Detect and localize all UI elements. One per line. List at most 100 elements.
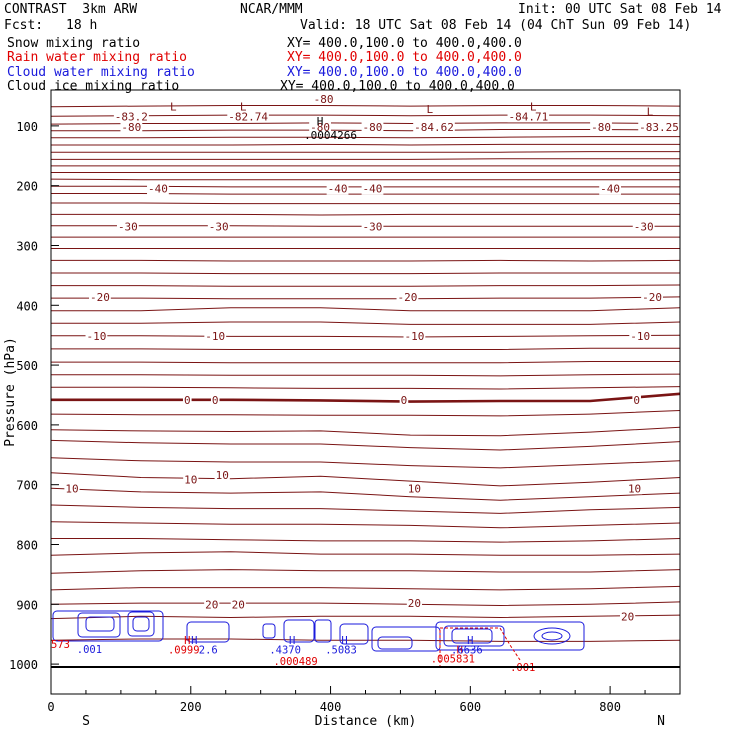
- cloud-label: 573: [51, 639, 70, 651]
- contour-label-bg: [638, 121, 680, 134]
- contour-label-bg: [361, 220, 384, 233]
- temperature-contour: [51, 538, 681, 543]
- cloud-label: .001: [77, 644, 102, 656]
- contour-label: -20: [642, 291, 662, 304]
- contour-label: -30: [209, 220, 229, 233]
- temperature-contour: [51, 213, 680, 216]
- contour-label-bg: [64, 482, 80, 495]
- header-fcst-label: Fcst:: [4, 18, 44, 33]
- temperature-contour: [50, 585, 681, 591]
- contour-label: -40: [363, 183, 383, 196]
- contour-label-bg: [403, 329, 426, 342]
- cloud-label: .0999: [168, 645, 200, 657]
- cloud-region-5: [371, 626, 441, 652]
- contour-label: -84.62: [414, 121, 454, 134]
- contour-label-bg: [641, 290, 663, 303]
- header-valid: Valid: 18 UTC Sat 08 Feb 14 (04 ChT Sun …: [300, 18, 692, 33]
- contour-label: 0: [184, 394, 191, 407]
- y-tick-label: 300: [16, 239, 38, 253]
- field-snow-xy: XY= 400.0,100.0 to 400.0,400.0: [287, 36, 522, 51]
- contour-label: 0: [401, 394, 408, 407]
- contour-label: 20: [205, 598, 218, 611]
- field-snow-name: Snow mixing ratio: [7, 36, 141, 51]
- extremum-label: L: [530, 101, 537, 114]
- temperature-contour: [50, 614, 681, 620]
- x-tick-label: 200: [180, 700, 202, 714]
- cloud-region-6-core: [451, 628, 493, 644]
- contour-label: -10: [86, 330, 106, 343]
- temperature-contour: [50, 457, 681, 469]
- contour-label: 10: [184, 473, 197, 486]
- cloud-label: .005831: [431, 654, 475, 666]
- cloud-label: H: [341, 635, 347, 647]
- hydrometeor-contours: [52, 610, 585, 668]
- extremum-label: L: [240, 101, 247, 114]
- contour-label-bg: [632, 220, 655, 233]
- temperature-contour: [50, 439, 681, 451]
- temperature-contour: [50, 178, 680, 181]
- contour-label-bg: [120, 121, 143, 134]
- extremum-label: L: [426, 103, 433, 116]
- header-org: NCAR/MMM: [240, 2, 303, 17]
- extremum-label: L: [647, 106, 654, 119]
- contour-label-bg: [214, 469, 230, 482]
- temperature-contour: [50, 114, 681, 117]
- temperature-contour: [51, 373, 681, 377]
- contour-label-bg: [227, 110, 269, 123]
- field-cloudwater-xy: XY= 400.0,100.0 to 400.0,400.0: [287, 65, 522, 80]
- contour-label: 10: [408, 482, 421, 495]
- field-rain-xy: XY= 400.0,100.0 to 400.0,400.0: [287, 50, 522, 65]
- contour-label-bg: [396, 290, 419, 303]
- temperature-contour: [51, 202, 680, 205]
- temperature-contour: [50, 410, 681, 417]
- cloud-region-7-inner: [541, 631, 563, 641]
- contour-label: -30: [363, 220, 383, 233]
- contour-label-bg: [326, 182, 349, 195]
- temperature-contour: [50, 426, 681, 437]
- contour-label-bg: [626, 482, 643, 495]
- temperature-contour: [50, 105, 681, 108]
- contour-label: 20: [621, 610, 634, 623]
- cloud-label: .001: [510, 662, 535, 674]
- contour-label: -20: [90, 291, 110, 304]
- contour-labels: -83.2 -82.74 -80 -80 -80 -80 -84.62 -84.71 -80 -8…: [51, 92, 680, 674]
- cloud-label: H: [191, 635, 197, 647]
- contour-label: -80: [591, 121, 611, 134]
- cloud-label: .6636: [451, 645, 483, 657]
- contour-label-bg: [399, 393, 409, 406]
- rain-dashed-contour: [439, 627, 521, 668]
- temperature-contour: [50, 521, 681, 529]
- x-tick-label: 400: [320, 700, 342, 714]
- x-tick-label: 600: [459, 700, 481, 714]
- y-tick-label: 200: [16, 180, 38, 194]
- contour-label: 20: [408, 597, 421, 610]
- temperature-contour: [51, 296, 681, 300]
- contour-label: -40: [148, 183, 168, 196]
- contour-label: 20: [232, 598, 245, 611]
- contour-label-bg: [309, 121, 331, 134]
- cloud-region-1c: [132, 616, 150, 632]
- contour-label-bg: [629, 329, 652, 342]
- temperature-contour: [51, 307, 681, 312]
- contour-label-bg: [632, 393, 641, 406]
- header-init: Init: 00 UTC Sat 08 Feb 14: [518, 2, 722, 17]
- cloud-label: 2.6: [199, 645, 218, 657]
- contour-label: -10: [404, 330, 424, 343]
- temperature-contours: [50, 105, 681, 642]
- contour-label: -40: [328, 183, 348, 196]
- cloud-region-3: [262, 623, 276, 639]
- temperature-contour: [50, 487, 681, 501]
- contour-label-bg: [413, 121, 455, 134]
- contour-label-bg: [406, 482, 423, 495]
- contour-label: -83.25: [639, 121, 679, 134]
- temperature-contour: [51, 272, 680, 275]
- x-tick-label: 800: [599, 700, 621, 714]
- extremum-label: H: [317, 115, 324, 128]
- contour-label: -80: [363, 121, 383, 134]
- x-axis-title: Distance (km): [315, 714, 417, 729]
- cloud-region-1-inner: [77, 612, 121, 638]
- temperature-contour: [51, 284, 681, 287]
- contour-label: -10: [630, 330, 650, 343]
- temperature-contour: [51, 143, 680, 146]
